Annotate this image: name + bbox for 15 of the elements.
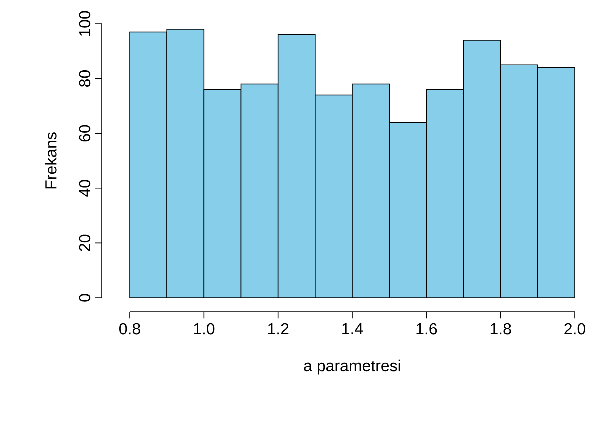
y-tick-label: 0 <box>79 294 91 302</box>
x-tick-label: 1.2 <box>268 323 289 335</box>
y-axis-title: Frekans <box>45 132 57 189</box>
x-axis-title: a parametresi <box>304 360 400 375</box>
y-tick-label: 40 <box>79 180 91 197</box>
y-tick-label: 60 <box>79 125 91 142</box>
y-tick-label: 20 <box>79 234 91 252</box>
x-tick-label: 1.8 <box>490 323 512 335</box>
y-tick-label: 80 <box>79 70 91 88</box>
x-tick-label: 1.6 <box>416 323 438 335</box>
x-tick-label: 1.0 <box>194 323 215 335</box>
x-tick-label: 0.8 <box>120 323 140 335</box>
x-tick-label: 1.4 <box>342 323 364 334</box>
y-tick-label: 100 <box>79 11 91 36</box>
x-tick-label: 2.0 <box>564 323 586 335</box>
